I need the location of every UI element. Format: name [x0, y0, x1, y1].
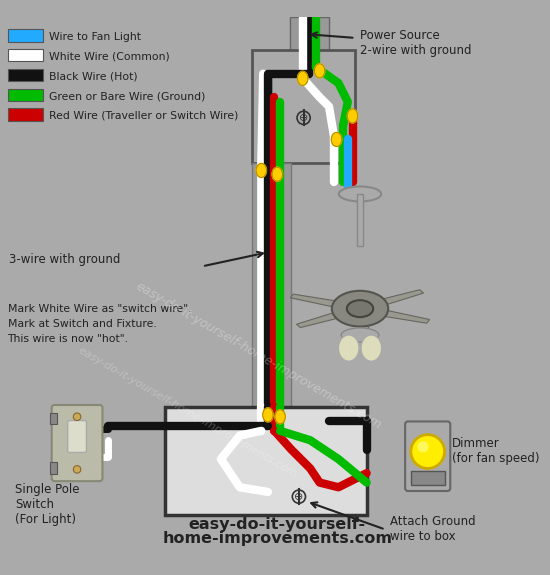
Bar [8, 49, 43, 62]
Bar [252, 163, 292, 407]
Text: White Wire (Common): White Wire (Common) [49, 52, 169, 62]
FancyBboxPatch shape [405, 421, 450, 491]
Ellipse shape [347, 300, 373, 317]
Ellipse shape [339, 186, 381, 201]
Bar [411, 472, 444, 485]
Bar [8, 89, 43, 101]
Text: easy-do-it-yourself-: easy-do-it-yourself- [189, 518, 366, 532]
Text: easy-do-it-yourself-home-improvements.com: easy-do-it-yourself-home-improvements.co… [77, 345, 299, 479]
Text: Power Source
2-wire with ground: Power Source 2-wire with ground [360, 29, 471, 56]
Polygon shape [371, 290, 424, 308]
Text: 3-wire with ground: 3-wire with ground [9, 253, 121, 266]
Text: Green or Bare Wire (Ground): Green or Bare Wire (Ground) [49, 91, 205, 101]
Text: Dimmer
(for fan speed): Dimmer (for fan speed) [452, 438, 540, 465]
Bar [50, 412, 57, 424]
Bar [357, 194, 363, 246]
Ellipse shape [348, 109, 358, 123]
Ellipse shape [341, 328, 379, 342]
Ellipse shape [256, 163, 267, 178]
Ellipse shape [332, 291, 388, 327]
Text: ⊕: ⊕ [299, 113, 309, 123]
Bar [8, 69, 43, 81]
Bar [289, 17, 329, 53]
FancyBboxPatch shape [68, 420, 86, 453]
Ellipse shape [263, 408, 273, 422]
Polygon shape [373, 308, 430, 323]
Bar [252, 50, 355, 163]
Ellipse shape [272, 167, 283, 181]
Text: easy-do-it-yourself-home-improvements.com: easy-do-it-yourself-home-improvements.co… [133, 279, 384, 432]
Ellipse shape [331, 132, 342, 147]
Text: Single Pole
Switch
(For Light): Single Pole Switch (For Light) [15, 482, 80, 526]
Ellipse shape [315, 64, 324, 78]
FancyBboxPatch shape [52, 405, 102, 481]
Bar [50, 462, 57, 474]
Bar [164, 407, 367, 515]
Circle shape [411, 435, 444, 469]
Text: Attach Ground
wire to box: Attach Ground wire to box [390, 515, 476, 543]
Bar [8, 29, 43, 42]
Text: home-improvements.com: home-improvements.com [162, 531, 392, 546]
Text: Wire to Fan Light: Wire to Fan Light [49, 32, 141, 42]
Ellipse shape [361, 335, 382, 361]
Ellipse shape [338, 335, 359, 361]
Text: ⊕: ⊕ [294, 492, 304, 501]
Bar [8, 109, 43, 121]
Text: Mark White Wire as "switch wire".
Mark at Switch and Fixture.
This wire is now ": Mark White Wire as "switch wire". Mark a… [8, 304, 191, 343]
Circle shape [73, 466, 81, 473]
Circle shape [417, 441, 428, 453]
Text: Red Wire (Traveller or Switch Wire): Red Wire (Traveller or Switch Wire) [49, 111, 238, 121]
Ellipse shape [298, 71, 308, 86]
Polygon shape [296, 310, 349, 328]
Polygon shape [290, 294, 347, 309]
Circle shape [73, 413, 81, 420]
Ellipse shape [275, 410, 285, 424]
Polygon shape [356, 315, 370, 339]
Text: Black Wire (Hot): Black Wire (Hot) [49, 71, 138, 82]
